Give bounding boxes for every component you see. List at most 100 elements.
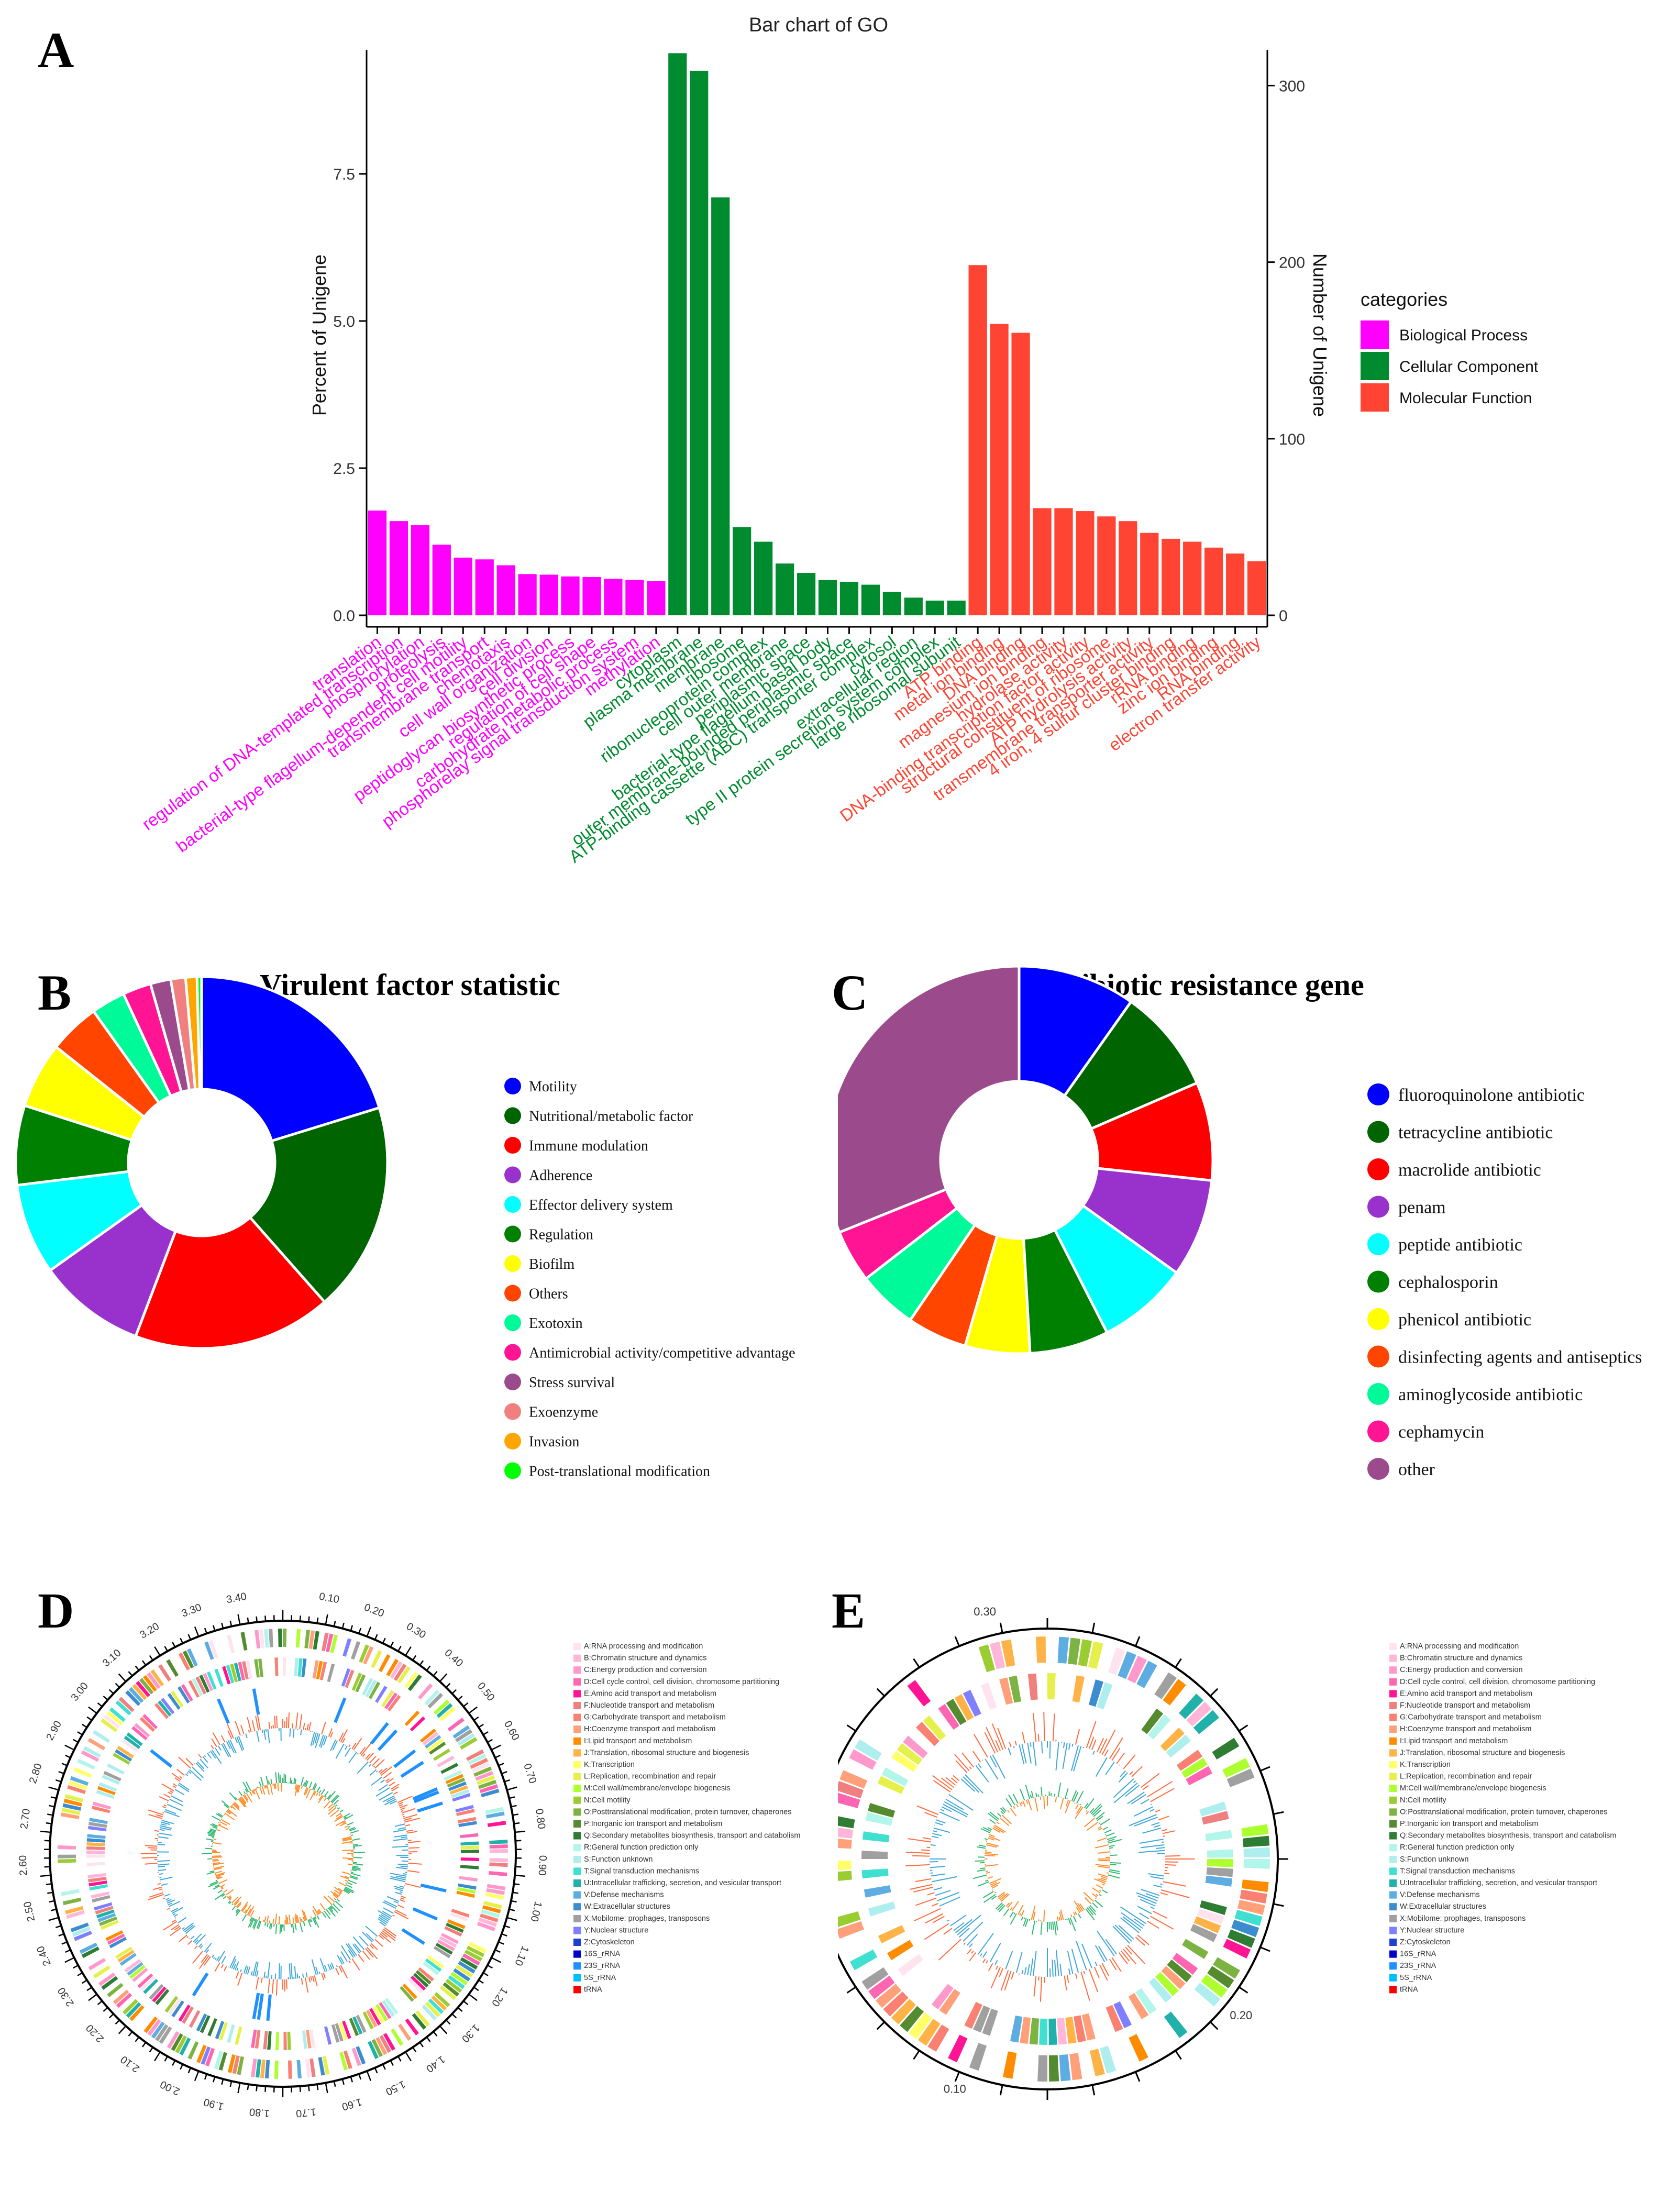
e-gc-content — [1155, 1847, 1165, 1849]
d-cog-block — [368, 2041, 379, 2060]
d-scale-tick — [397, 1646, 402, 1652]
e-gc-skew — [1098, 1878, 1107, 1883]
d-gc-skew — [223, 1889, 228, 1893]
d-cog-block — [458, 1961, 476, 1974]
e-gc-content — [991, 1723, 1004, 1750]
circos-legend-label-c-energy-production-and-conversion: C:Energy production and conversion — [1400, 1666, 1523, 1674]
d-cog-block — [264, 2060, 270, 2079]
d-gc-skew — [279, 1775, 281, 1784]
d-cog-block — [319, 1662, 327, 1680]
e-gc-content — [1140, 1899, 1156, 1907]
d-gc-skew — [223, 1896, 227, 1899]
d-cog-block — [375, 2037, 388, 2055]
e-cog-block — [1197, 1908, 1224, 1924]
e-gc-content — [953, 1922, 965, 1931]
d-cog-block — [368, 1681, 381, 1699]
d-cog-block — [324, 2026, 332, 2045]
d-gc-content — [171, 1919, 176, 1923]
circos-legend-label-w-extracellular-structures: W:Extracellular structures — [584, 1902, 670, 1911]
d-cog-block — [404, 1672, 418, 1689]
d-gc-content — [235, 1737, 238, 1743]
d-scale-tick — [341, 2078, 345, 2085]
e-scale-tick — [1134, 1636, 1141, 1647]
e-gc-content — [930, 1866, 946, 1868]
d-gc-skew — [273, 1783, 275, 1789]
e-gc-skew — [1098, 1873, 1108, 1877]
e-gc-skew — [1075, 1911, 1077, 1915]
d-gc-content — [188, 1937, 190, 1939]
e-gc-skew — [1092, 1902, 1098, 1909]
e-cog-block — [990, 1641, 1005, 1669]
d-cog-block — [102, 1774, 120, 1785]
d-cog-block — [386, 1658, 399, 1677]
d-gc-skew — [348, 1879, 357, 1884]
d-cog-block — [450, 1972, 468, 1986]
d-gc-skew — [301, 1919, 303, 1922]
d-gc-skew — [244, 1791, 246, 1795]
e-gc-content — [1037, 1734, 1040, 1742]
d-gc-skew — [307, 1919, 312, 1928]
d-scale-tick — [491, 1744, 501, 1751]
d-cog-block — [327, 1663, 335, 1683]
e-gc-skew — [1098, 1865, 1110, 1869]
d-gc-content — [382, 1901, 396, 1909]
d-scale-tick — [55, 1925, 62, 1929]
e-cog-block — [1213, 1957, 1241, 1979]
d-gc-skew — [266, 1776, 269, 1785]
e-cog-block — [1206, 1867, 1233, 1877]
d-gc-content — [238, 1735, 245, 1750]
e-gc-skew — [986, 1842, 999, 1847]
e-scale-tick — [999, 2085, 1003, 2096]
go-y-tick-label: 0.0 — [333, 607, 355, 625]
panel-label-c: C — [832, 965, 868, 1021]
circos-legend-swatch-t-signal-transduction-mechanisms — [573, 1867, 581, 1875]
e-gc-content — [1099, 1738, 1108, 1754]
d-gc-content — [392, 1915, 395, 1917]
d-gc-content — [352, 1944, 360, 1954]
d-scale-tick — [494, 1949, 501, 1953]
d-gc-skew — [310, 1790, 316, 1801]
d-gc-content — [149, 1892, 164, 1898]
d-gc-content — [220, 1964, 224, 1968]
d-gc-content — [289, 1963, 291, 1979]
d-scale-tick — [72, 1964, 79, 1969]
d-gc-content — [211, 1954, 215, 1958]
d-cog-block — [147, 2019, 161, 2036]
e-cog-block — [1127, 1655, 1147, 1684]
d-gc-skew — [258, 1921, 262, 1929]
e-gc-skew — [1060, 1798, 1064, 1809]
d-scale-tick — [237, 1614, 241, 1625]
e-cog-block — [1178, 1694, 1204, 1719]
e-gc-skew — [986, 1870, 989, 1872]
d-gc-skew — [349, 1827, 356, 1830]
d-scale-tick — [187, 1634, 192, 1640]
e-gc-skew — [1076, 1806, 1082, 1814]
d-gc-skew — [249, 1791, 252, 1796]
go-bar-cytosol — [882, 592, 901, 615]
d-gc-skew — [301, 1785, 303, 1789]
d-gc-content — [330, 1732, 333, 1738]
e-cog-block — [1186, 1766, 1213, 1786]
d-gc-content — [378, 1910, 391, 1919]
circos-legend-label-p-inorganic-ion-transport-and-metabolism: P:Inorganic ion transport and metabolism — [584, 1820, 722, 1828]
circos-legend-label-l-replication-recombination-and-repair: L:Replication, recombination and repair — [1400, 1773, 1532, 1781]
e-gc-skew — [999, 1893, 1008, 1901]
d-scale-tick — [264, 2086, 267, 2092]
d-gc-content — [226, 1723, 234, 1739]
d-gc-content — [268, 1722, 270, 1729]
e-gc-content — [1123, 1754, 1136, 1769]
e-gc-content — [1095, 1757, 1108, 1777]
e-gc-content — [1158, 1816, 1169, 1821]
d-scale-tick — [412, 2046, 417, 2053]
e-cog-block — [1027, 1673, 1038, 1700]
e-gc-skew — [1068, 1918, 1071, 1925]
d-gc-content — [211, 1745, 214, 1750]
d-gc-content — [314, 1733, 319, 1744]
d-scale-tick — [374, 2067, 378, 2074]
e-gc-skew — [1091, 1887, 1101, 1894]
e-scale-tick — [1239, 1724, 1248, 1732]
circos-legend-swatch-c-energy-production-and-conversion — [573, 1666, 581, 1674]
e-scale-tick — [1259, 1766, 1270, 1772]
ab-legend-label-aminoglycoside-antibiotic: aminoglycoside antibiotic — [1398, 1385, 1583, 1404]
d-gc-content — [148, 1894, 164, 1900]
